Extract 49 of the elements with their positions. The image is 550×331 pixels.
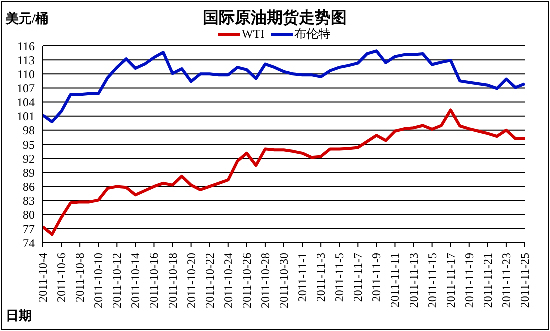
x-tick-label: 2011-10-22 [202, 253, 217, 309]
line-series [42, 50, 526, 124]
y-tick-label: 110 [17, 67, 35, 82]
x-tick-label: 2011-11-11 [388, 253, 402, 308]
x-tick-label: 2011-11-7 [351, 253, 366, 302]
x-tick-label: 2011-11-5 [332, 253, 347, 302]
y-tick-label: 104 [17, 96, 35, 110]
x-tick-label: 2011-10-14 [128, 253, 143, 309]
x-tick-label: 2011-10-16 [147, 253, 162, 309]
y-tick-label: 98 [23, 124, 35, 138]
x-tick-label: 2011-11-19 [462, 253, 476, 308]
y-tick-label: 95 [23, 138, 35, 152]
x-tick-label: 2011-10-4 [36, 253, 50, 303]
y-tick-label: 101 [17, 110, 35, 124]
legend-label: 布伦特 [294, 27, 331, 41]
x-tick-label: 2011-10-28 [258, 253, 272, 309]
y-tick-label: 74 [23, 236, 35, 250]
x-tick-label: 2011-11-23 [499, 253, 514, 308]
x-tick-label: 2011-11-25 [518, 253, 532, 308]
x-tick-label: 2011-10-10 [92, 253, 106, 309]
y-tick-label: 92 [23, 152, 35, 166]
x-tick-label: 2011-11-9 [370, 253, 384, 302]
x-tick-label: 2011-10-8 [73, 253, 88, 303]
x-tick-label: 2011-10-30 [277, 253, 291, 309]
x-tick-label: 2011-11-3 [314, 253, 328, 302]
legend-label: WTI [242, 27, 265, 41]
chart-title: 国际原油期货走势图 [203, 10, 347, 27]
x-tick-label: 2011-11-13 [406, 253, 421, 308]
x-tick-label: 2011-10-24 [221, 253, 236, 309]
y-tick-label: 116 [17, 39, 35, 54]
x-tick-label: 2011-10-26 [240, 253, 254, 309]
x-tick-label: 2011-11-17 [444, 253, 458, 308]
x-tick-label: 2011-10-12 [110, 253, 124, 309]
x-tick-label: 2011-10-6 [54, 253, 69, 303]
y-tick-label: 83 [23, 194, 35, 208]
y-tick-label: 89 [23, 166, 35, 180]
x-tick-label: 2011-10-20 [184, 253, 198, 309]
x-tick-label: 2011-11-15 [425, 253, 440, 308]
y-tick-label: 107 [17, 81, 35, 96]
x-tick-label: 2011-11-1 [296, 253, 310, 302]
x-axis-title: 日期 [6, 307, 32, 325]
x-tick-label: 2011-11-21 [480, 253, 495, 308]
y-tick-label: 77 [23, 222, 35, 236]
line-series [42, 108, 526, 236]
y-tick-label: 80 [23, 208, 35, 222]
x-tick-label: 2011-10-18 [166, 253, 180, 309]
y-axis-title: 美元/桶 [6, 10, 49, 28]
y-tick-label: 86 [23, 180, 35, 194]
y-tick-label: 113 [17, 53, 35, 68]
